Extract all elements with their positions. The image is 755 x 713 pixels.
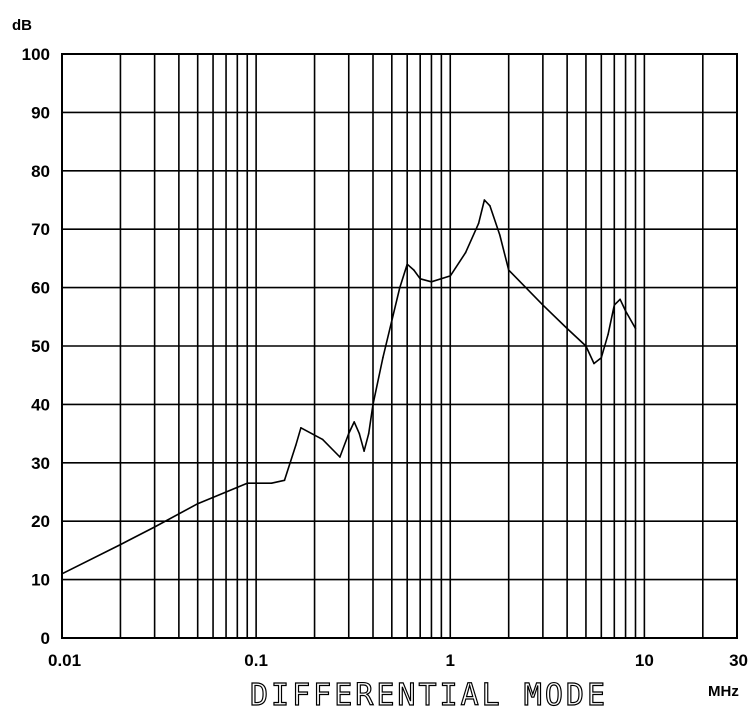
data-point [593,362,595,365]
y-axis-unit-label: dB [12,17,32,34]
y-tick-label: 90 [31,103,50,122]
data-point [607,333,609,336]
data-point [489,205,491,207]
data-point [477,222,480,225]
data-point [382,356,384,359]
grid [62,54,737,638]
x-tick-label: 0.1 [244,651,268,670]
data-point [347,432,350,435]
data-point [507,269,510,271]
data-point [339,456,341,458]
data-point [499,234,501,236]
x-tick-label: 10 [635,651,654,670]
x-tick-labels: 0.01 0.1 1 10 30 [48,651,748,670]
data-point [363,450,365,452]
x-tick-label: 1 [446,651,455,670]
data-point [61,573,63,575]
data-point [585,345,587,347]
y-tick-label: 30 [31,454,50,473]
data-point [413,269,415,271]
y-tick-label: 0 [41,629,50,648]
data-point [542,304,544,306]
data-point [321,438,324,441]
data-point [283,479,286,482]
data-point [225,491,227,493]
y-tick-label: 80 [31,162,50,181]
y-tick-label: 10 [31,571,50,590]
data-point [483,199,486,201]
data-point [295,444,297,447]
data-point [624,310,627,312]
data-point [419,278,422,280]
data-point [634,327,637,330]
data-point [566,327,568,330]
y-tick-label: 20 [31,512,50,531]
data-point [372,403,374,406]
data-point [119,543,122,546]
x-tick-label: 30 [729,651,748,670]
y-tick-label: 50 [31,337,50,356]
y-tick-label: 70 [31,220,50,239]
data-point [613,304,616,306]
y-tick-labels: 0 10 20 30 40 50 60 70 80 90 100 [22,45,50,648]
data-points [61,199,637,575]
data-point [399,286,401,289]
data-point [246,482,248,485]
data-point [358,432,361,435]
chart-title: DIFFERENTIAL MODE [250,678,608,713]
data-point [406,263,409,266]
data-point [430,281,433,283]
data-point [464,251,467,254]
data-point [619,298,621,301]
data-point [367,432,370,435]
y-tick-label: 100 [22,45,50,64]
data-point [300,427,302,429]
data-point [153,526,156,528]
data-point [449,275,452,277]
x-axis-unit-label: MHz [708,683,739,700]
x-tick-label: 0.01 [48,651,81,670]
data-point [353,421,356,423]
data-point [196,502,199,505]
data-point [600,356,603,359]
y-tick-label: 60 [31,279,50,298]
data-point [270,482,273,485]
plot-frame [61,53,738,639]
y-tick-label: 40 [31,395,50,414]
